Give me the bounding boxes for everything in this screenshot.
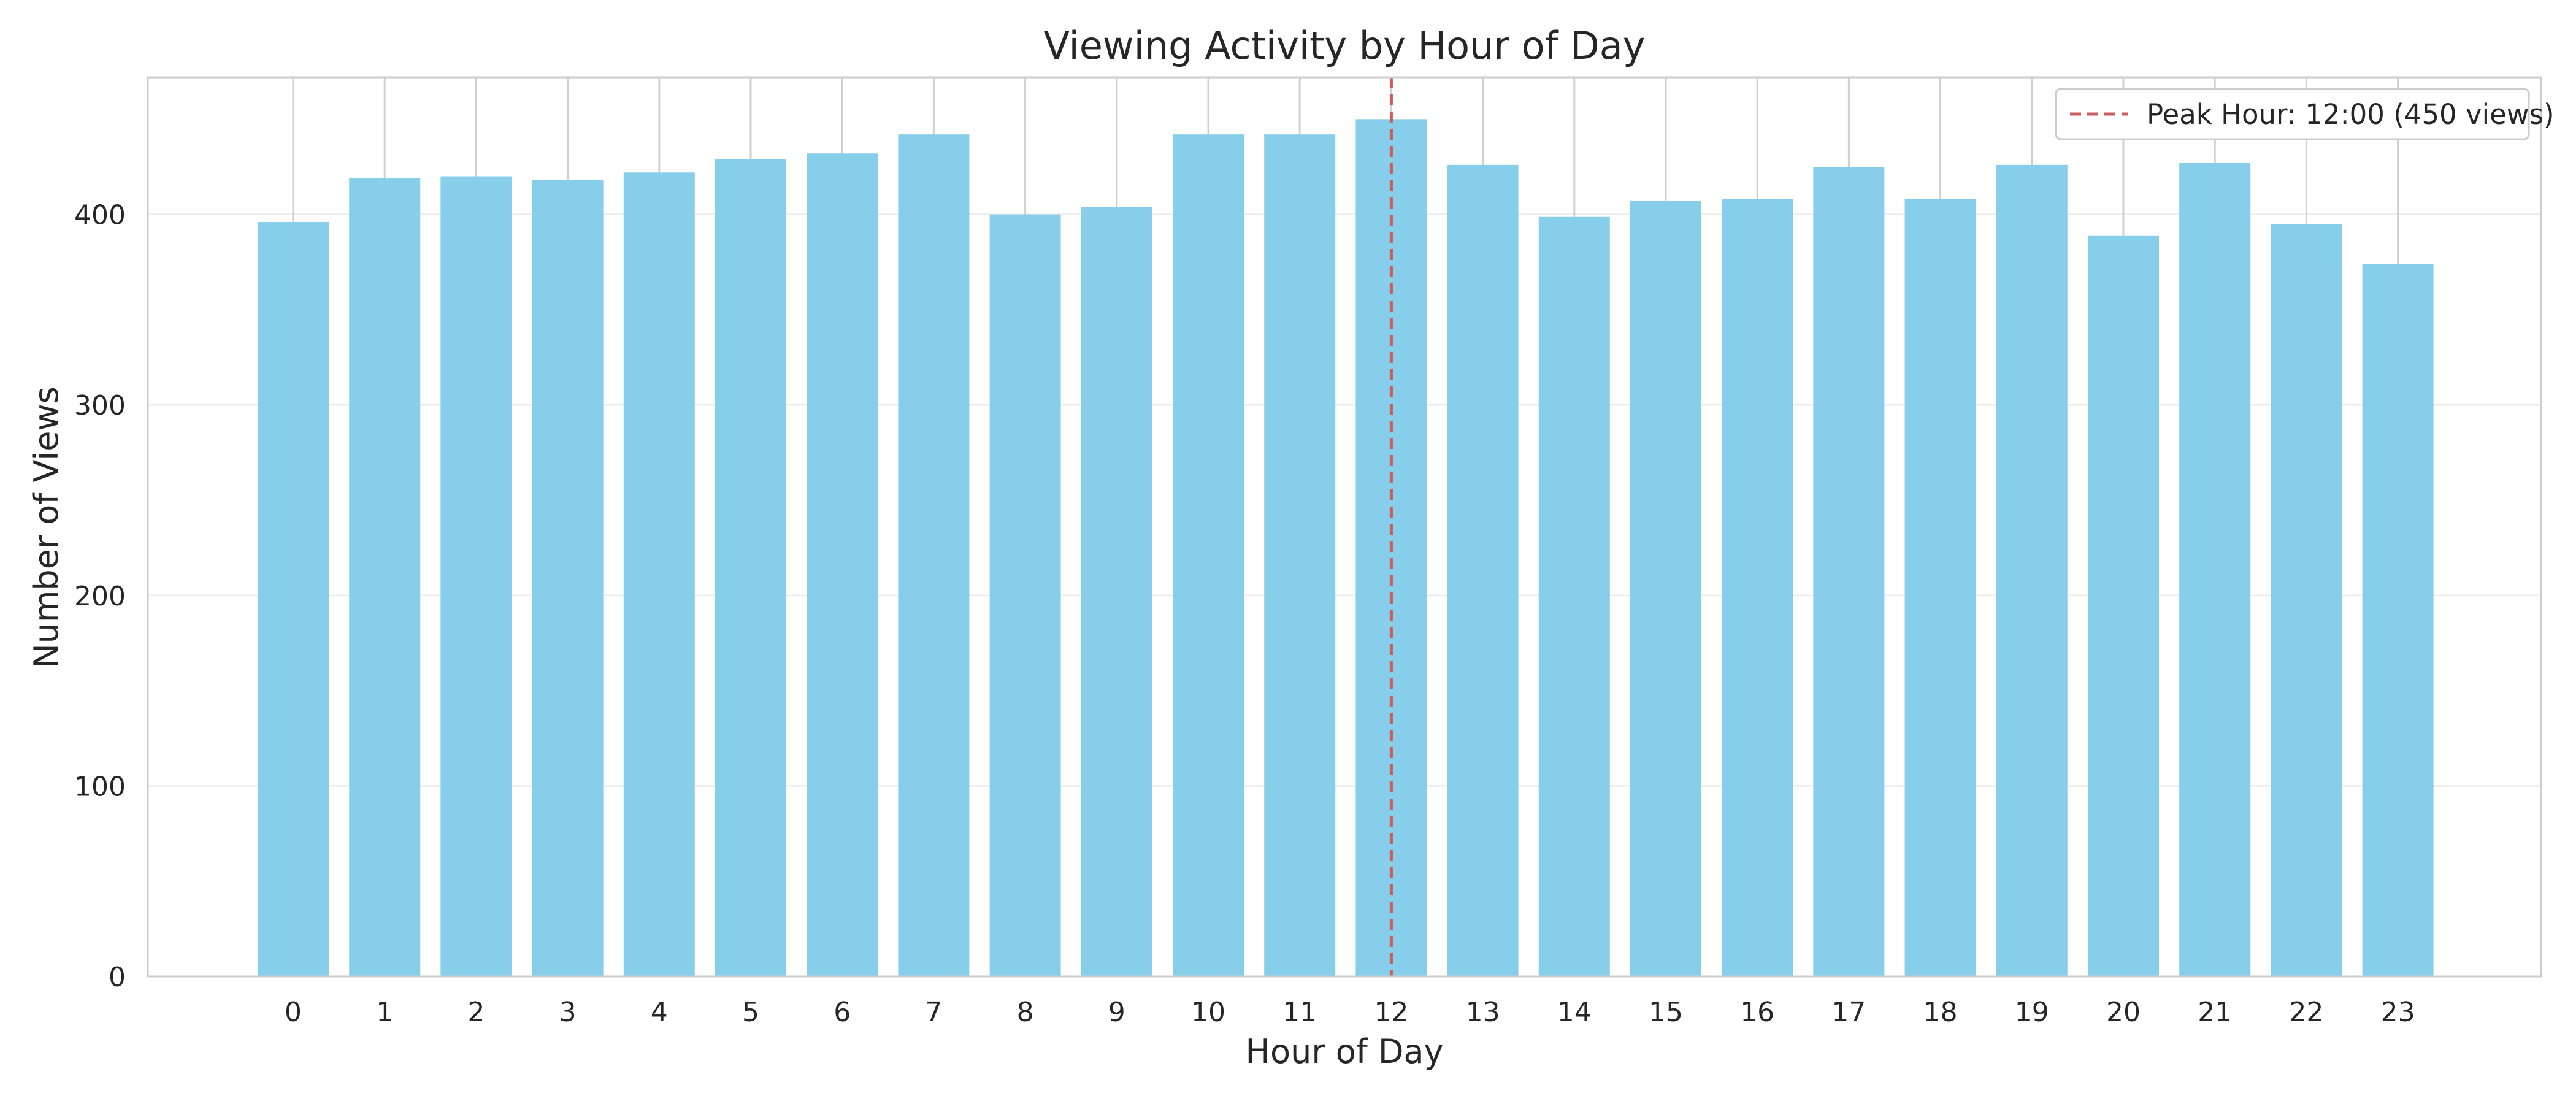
- bar-hour-0: [258, 222, 329, 977]
- bar-hour-17: [1813, 166, 1885, 977]
- x-tick-label: 2: [467, 997, 485, 1028]
- bar-hour-15: [1630, 201, 1701, 976]
- x-tick-label: 6: [834, 997, 851, 1028]
- bar-hour-1: [349, 178, 421, 977]
- x-tick-label: 13: [1466, 997, 1500, 1028]
- bar-hour-13: [1447, 164, 1519, 976]
- x-tick-label: 4: [651, 997, 668, 1028]
- x-tick-label: 22: [2289, 997, 2323, 1028]
- x-tick-label: 11: [1282, 997, 1317, 1028]
- x-tick-label: 9: [1108, 997, 1125, 1028]
- x-tick-label: 21: [2198, 997, 2232, 1028]
- x-tick-label: 18: [1923, 997, 1958, 1028]
- x-tick-label: 17: [1831, 997, 1866, 1028]
- y-tick-label: 0: [109, 962, 126, 993]
- x-tick-label: 14: [1557, 997, 1592, 1028]
- legend-box: [2055, 88, 2530, 140]
- bar-hour-10: [1173, 134, 1244, 976]
- x-tick-label: 15: [1649, 997, 1683, 1028]
- bar-hour-4: [623, 172, 695, 976]
- bar-hour-6: [807, 153, 878, 976]
- bar-hour-14: [1538, 216, 1610, 977]
- y-tick-label: 400: [74, 200, 126, 231]
- x-tick-labels: 0 1 2 3 4 5 6 7 8 9 10 11 12 13 14 15 16 17 18 19 20 21 22 23: [285, 997, 2415, 1028]
- x-tick-label: 23: [2381, 997, 2415, 1028]
- bar-hour-23: [2362, 264, 2434, 976]
- x-tick-label: 8: [1017, 997, 1034, 1028]
- bar-hour-7: [898, 134, 970, 976]
- bars: [258, 119, 2434, 977]
- bar-hour-22: [2271, 224, 2342, 977]
- bar-hour-19: [1996, 164, 2068, 976]
- x-tick-label: 7: [925, 997, 942, 1028]
- y-tick-labels: 0 100 200 300 400: [74, 200, 126, 993]
- y-tick-label: 100: [74, 771, 126, 802]
- bar-hour-21: [2179, 163, 2251, 976]
- y-tick-label: 200: [74, 581, 126, 612]
- x-tick-label: 5: [742, 997, 759, 1028]
- bar-hour-20: [2088, 235, 2159, 976]
- x-tick-label: 16: [1740, 997, 1774, 1028]
- x-tick-label: 20: [2106, 997, 2141, 1028]
- bar-hour-8: [989, 214, 1061, 977]
- x-tick-label: 10: [1191, 997, 1225, 1028]
- x-tick-label: 0: [285, 997, 302, 1028]
- legend: Peak Hour: 12:00 (450 views): [2055, 88, 2555, 140]
- bar-hour-18: [1904, 199, 1976, 976]
- legend-peak-label: Peak Hour: 12:00 (450 views): [2147, 98, 2555, 131]
- x-axis-label: Hour of Day: [1245, 1032, 1443, 1071]
- x-tick-label: 19: [2015, 997, 2049, 1028]
- plot-frame: [147, 76, 2542, 978]
- bar-hour-16: [1722, 199, 1793, 976]
- bar-hour-2: [440, 176, 512, 976]
- y-tick-label: 300: [74, 390, 126, 421]
- bar-hour-5: [715, 159, 786, 977]
- bar-hour-3: [532, 180, 604, 976]
- y-axis-label: Number of Views: [27, 386, 66, 669]
- bar-hour-11: [1264, 134, 1336, 976]
- chart-title: Viewing Activity by Hour of Day: [1044, 23, 1646, 68]
- x-tick-label: 1: [376, 997, 393, 1028]
- bar-hour-9: [1081, 207, 1152, 977]
- x-tick-label: 12: [1374, 997, 1408, 1028]
- x-tick-label: 3: [559, 997, 577, 1028]
